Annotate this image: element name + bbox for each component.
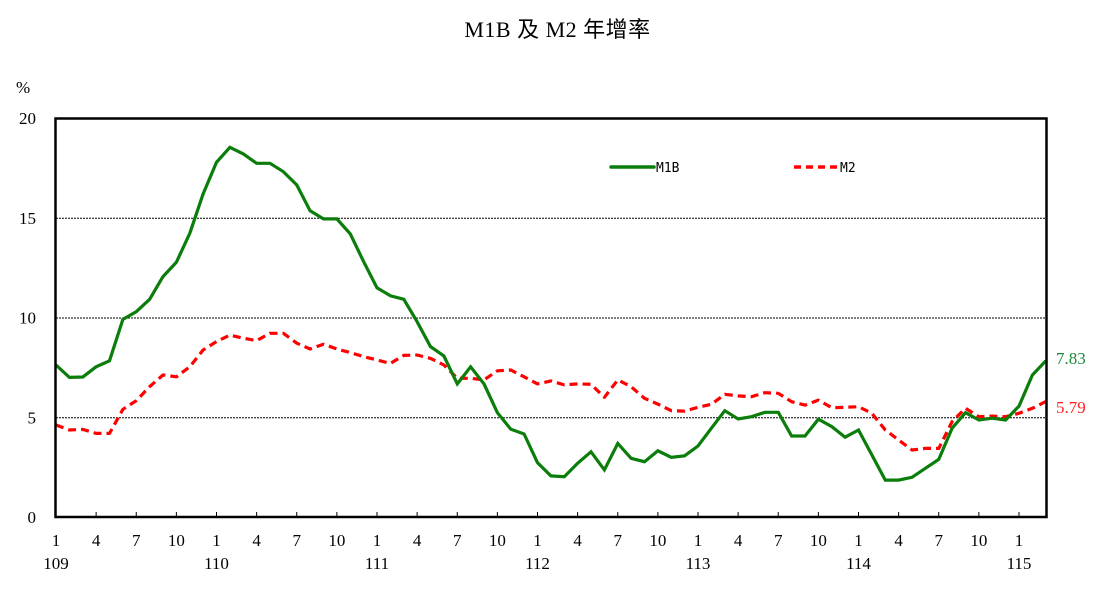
x-tick-month-label: 1 bbox=[1015, 531, 1024, 550]
x-tick-month-label: 7 bbox=[453, 531, 462, 550]
gridlines bbox=[56, 217, 1046, 419]
x-tick-month-label: 4 bbox=[413, 531, 422, 550]
x-tick-year-label: 113 bbox=[686, 554, 711, 573]
legend-item-m1b: M1B bbox=[609, 161, 680, 176]
x-tick-year-label: 112 bbox=[525, 554, 550, 573]
x-tick-year-label: 110 bbox=[204, 554, 229, 573]
plot-frame bbox=[54, 117, 1048, 519]
x-tick-month-label: 10 bbox=[168, 531, 185, 550]
x-tick-month-label: 10 bbox=[328, 531, 345, 550]
y-unit-label: % bbox=[16, 78, 30, 97]
legend-label-m2: M2 bbox=[840, 161, 856, 176]
x-tick-month-label: 10 bbox=[970, 531, 987, 550]
x-tick-month-label: 10 bbox=[489, 531, 506, 550]
x-tick-month-label: 7 bbox=[935, 531, 944, 550]
end-value-m2: 5.79 bbox=[1056, 398, 1086, 417]
x-tick-month-label: 7 bbox=[614, 531, 623, 550]
x-tick-month-label: 1 bbox=[52, 531, 61, 550]
x-tick-month-label: 10 bbox=[810, 531, 827, 550]
x-tick-month-label: 10 bbox=[649, 531, 666, 550]
x-tick-month-label: 1 bbox=[212, 531, 221, 550]
series-line-m2 bbox=[55, 331, 1047, 452]
x-tick-month-label: 4 bbox=[573, 531, 582, 550]
chart-title: M1B 及 M2 年增率 bbox=[464, 17, 651, 42]
y-tick-label: 5 bbox=[28, 408, 37, 427]
x-tick-month-label: 4 bbox=[252, 531, 261, 550]
x-axis: 1 4 7 10 1 4 7 10 1 4 7 10 1 4 7 10 1 4 7 10 1 4 7 10 1 109 110 111… bbox=[43, 512, 1031, 573]
x-tick-month-label: 1 bbox=[694, 531, 703, 550]
x-tick-month-label: 4 bbox=[894, 531, 903, 550]
end-value-m1b: 7.83 bbox=[1056, 349, 1086, 368]
x-tick-year-label: 109 bbox=[43, 554, 69, 573]
y-tick-label: 0 bbox=[28, 508, 37, 527]
x-tick-month-label: 4 bbox=[92, 531, 101, 550]
legend-label-m1b: M1B bbox=[656, 161, 680, 176]
x-tick-month-label: 7 bbox=[132, 531, 141, 550]
x-tick-month-label: 1 bbox=[854, 531, 863, 550]
y-tick-label: 15 bbox=[19, 209, 36, 228]
series-line-m1b bbox=[54, 145, 1047, 482]
y-axis: % 0 5 10 15 20 bbox=[16, 78, 36, 527]
x-tick-year-label: 115 bbox=[1007, 554, 1032, 573]
series-lines bbox=[54, 145, 1047, 482]
y-tick-label: 10 bbox=[19, 309, 36, 328]
x-tick-month-label: 7 bbox=[293, 531, 302, 550]
legend-item-m2: M2 bbox=[794, 161, 856, 176]
x-tick-month-label: 1 bbox=[533, 531, 542, 550]
x-tick-year-label: 114 bbox=[846, 554, 871, 573]
x-tick-year-label: 111 bbox=[365, 554, 389, 573]
legend: M1B M2 bbox=[609, 161, 856, 176]
x-tick-month-label: 7 bbox=[774, 531, 783, 550]
y-tick-label: 20 bbox=[19, 109, 36, 128]
x-tick-month-label: 4 bbox=[734, 531, 743, 550]
x-tick-month-label: 1 bbox=[373, 531, 382, 550]
